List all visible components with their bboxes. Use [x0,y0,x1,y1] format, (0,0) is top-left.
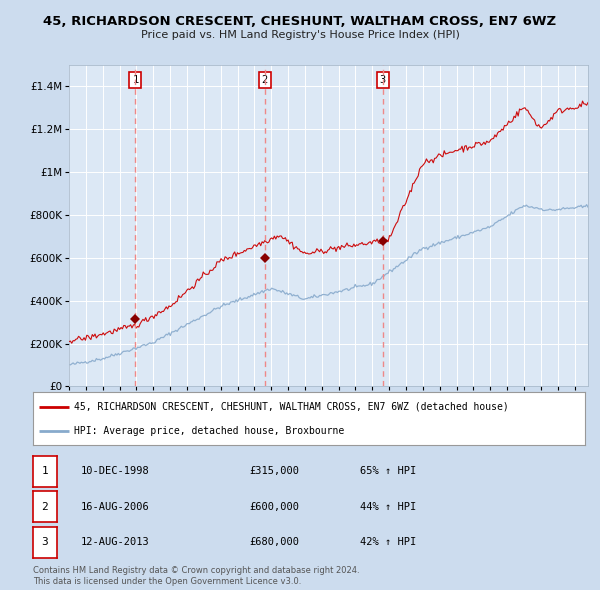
Text: This data is licensed under the Open Government Licence v3.0.: This data is licensed under the Open Gov… [33,577,301,586]
Text: 44% ↑ HPI: 44% ↑ HPI [360,502,416,512]
Text: £680,000: £680,000 [249,537,299,547]
Text: 10-DEC-1998: 10-DEC-1998 [81,467,150,476]
Text: HPI: Average price, detached house, Broxbourne: HPI: Average price, detached house, Brox… [74,426,344,436]
Text: 65% ↑ HPI: 65% ↑ HPI [360,467,416,476]
Text: 3: 3 [41,537,49,547]
Text: Contains HM Land Registry data © Crown copyright and database right 2024.: Contains HM Land Registry data © Crown c… [33,566,359,575]
Text: 16-AUG-2006: 16-AUG-2006 [81,502,150,512]
Text: 2: 2 [262,75,268,85]
Text: £600,000: £600,000 [249,502,299,512]
Text: 1: 1 [132,75,139,85]
Text: 3: 3 [380,75,386,85]
Text: 2: 2 [41,502,49,512]
Text: 45, RICHARDSON CRESCENT, CHESHUNT, WALTHAM CROSS, EN7 6WZ (detached house): 45, RICHARDSON CRESCENT, CHESHUNT, WALTH… [74,402,509,412]
Text: 42% ↑ HPI: 42% ↑ HPI [360,537,416,547]
Text: £315,000: £315,000 [249,467,299,476]
Text: 45, RICHARDSON CRESCENT, CHESHUNT, WALTHAM CROSS, EN7 6WZ: 45, RICHARDSON CRESCENT, CHESHUNT, WALTH… [43,15,557,28]
Text: Price paid vs. HM Land Registry's House Price Index (HPI): Price paid vs. HM Land Registry's House … [140,30,460,40]
Text: 1: 1 [41,467,49,476]
Text: 12-AUG-2013: 12-AUG-2013 [81,537,150,547]
